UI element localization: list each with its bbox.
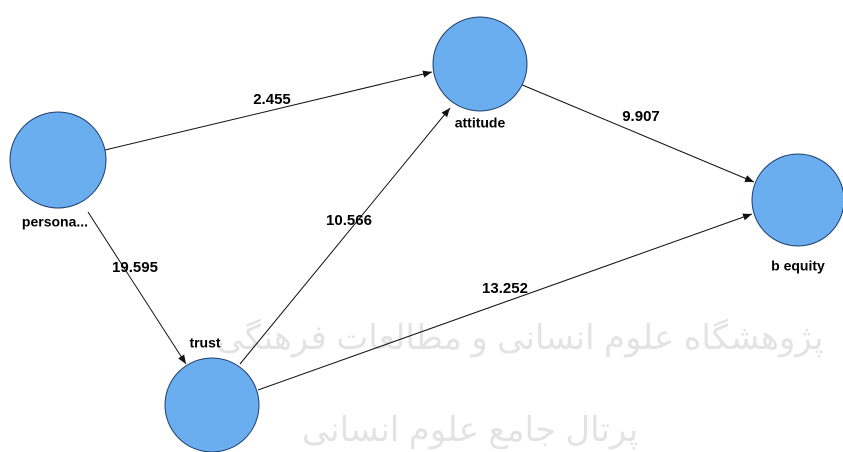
edge-label: 10.566 xyxy=(326,212,372,229)
edge xyxy=(88,212,186,364)
edge xyxy=(520,84,754,182)
watermark-line: پژوهشگاه علوم انسانی و مطالعات فرهنگی xyxy=(217,318,824,358)
node xyxy=(752,154,843,246)
node xyxy=(433,17,527,111)
path-diagram: پژوهشگاه علوم انسانی و مطالعات فرهنگی پر… xyxy=(0,0,843,452)
node xyxy=(165,358,259,452)
edge xyxy=(105,72,432,150)
node-label: b equity xyxy=(771,258,825,274)
watermark-line: پرتال جامع علوم انسانی xyxy=(302,411,638,450)
edge-label: 9.907 xyxy=(622,108,660,125)
edge-label: 2.455 xyxy=(253,91,291,108)
edge-label: 19.595 xyxy=(112,259,158,276)
node-label: persona... xyxy=(22,214,88,230)
node xyxy=(10,112,106,208)
node-label: attitude xyxy=(455,115,506,131)
edge xyxy=(258,214,752,390)
node-label: trust xyxy=(189,335,220,351)
edge-label: 13.252 xyxy=(482,280,528,297)
